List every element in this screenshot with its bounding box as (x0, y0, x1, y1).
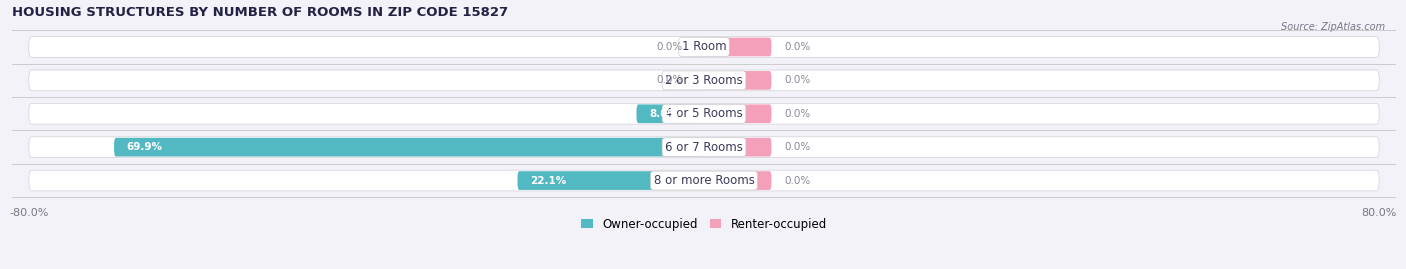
FancyBboxPatch shape (114, 138, 704, 157)
Text: 0.0%: 0.0% (785, 75, 810, 85)
FancyBboxPatch shape (704, 38, 772, 56)
FancyBboxPatch shape (30, 137, 1379, 158)
Text: 69.9%: 69.9% (127, 142, 163, 152)
Text: 0.0%: 0.0% (785, 42, 810, 52)
FancyBboxPatch shape (637, 104, 704, 123)
Text: 8.0%: 8.0% (650, 109, 678, 119)
FancyBboxPatch shape (30, 70, 1379, 91)
Text: 0.0%: 0.0% (785, 176, 810, 186)
FancyBboxPatch shape (30, 170, 1379, 191)
FancyBboxPatch shape (704, 71, 772, 90)
Text: 2 or 3 Rooms: 2 or 3 Rooms (665, 74, 742, 87)
Text: 4 or 5 Rooms: 4 or 5 Rooms (665, 107, 742, 120)
FancyBboxPatch shape (30, 103, 1379, 124)
Text: 0.0%: 0.0% (657, 75, 683, 85)
FancyBboxPatch shape (704, 171, 772, 190)
FancyBboxPatch shape (704, 104, 772, 123)
Legend: Owner-occupied, Renter-occupied: Owner-occupied, Renter-occupied (576, 213, 832, 235)
Text: 22.1%: 22.1% (530, 176, 567, 186)
Text: 0.0%: 0.0% (785, 109, 810, 119)
FancyBboxPatch shape (704, 138, 772, 157)
Text: 8 or more Rooms: 8 or more Rooms (654, 174, 755, 187)
Text: 0.0%: 0.0% (657, 42, 683, 52)
Text: HOUSING STRUCTURES BY NUMBER OF ROOMS IN ZIP CODE 15827: HOUSING STRUCTURES BY NUMBER OF ROOMS IN… (13, 6, 508, 19)
FancyBboxPatch shape (517, 171, 704, 190)
Text: 0.0%: 0.0% (785, 142, 810, 152)
Text: 6 or 7 Rooms: 6 or 7 Rooms (665, 141, 742, 154)
Text: Source: ZipAtlas.com: Source: ZipAtlas.com (1281, 22, 1385, 31)
FancyBboxPatch shape (30, 37, 1379, 57)
Text: 1 Room: 1 Room (682, 40, 727, 54)
